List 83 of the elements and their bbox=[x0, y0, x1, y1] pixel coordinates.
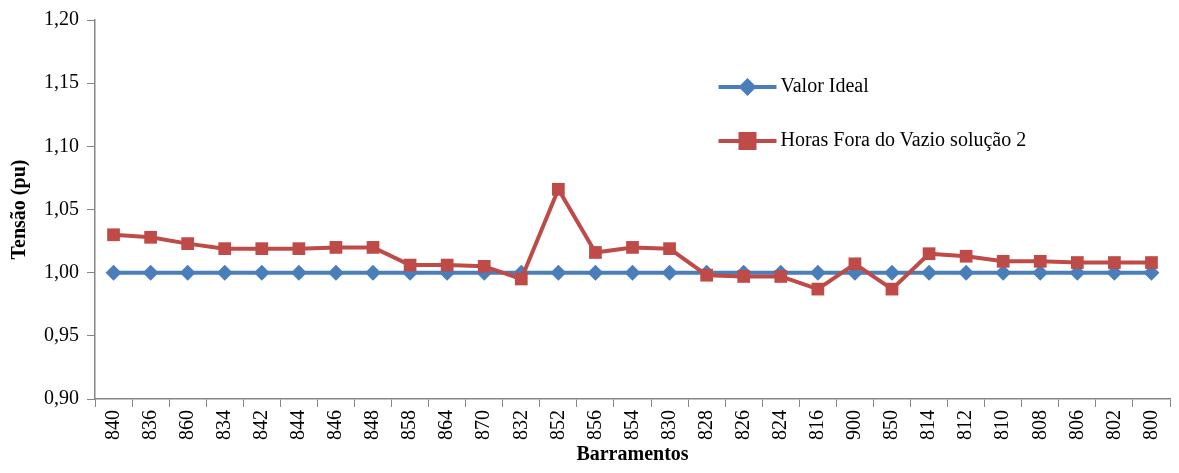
point bbox=[883, 264, 900, 281]
x-tick-label: 860 bbox=[174, 410, 197, 440]
point bbox=[290, 264, 307, 281]
point bbox=[329, 241, 343, 254]
point bbox=[848, 257, 862, 271]
x-tick-label: 870 bbox=[471, 410, 494, 440]
point bbox=[774, 270, 788, 283]
x-tick-label: 802 bbox=[1101, 410, 1124, 440]
x-tick-label: 850 bbox=[879, 410, 902, 440]
x-tick-label: 844 bbox=[286, 410, 309, 440]
point bbox=[550, 264, 567, 281]
point bbox=[1145, 256, 1158, 269]
point bbox=[107, 228, 120, 242]
point bbox=[737, 270, 751, 283]
y-tick-label: 1,05 bbox=[44, 196, 79, 219]
point bbox=[253, 264, 270, 281]
y-tick-label: 0,95 bbox=[44, 323, 79, 346]
x-tick-label: 848 bbox=[360, 410, 383, 440]
x-tick-label: 864 bbox=[434, 410, 457, 440]
x-tick-label: 810 bbox=[990, 410, 1013, 440]
y-tick-label: 1,20 bbox=[44, 7, 79, 30]
x-tick-label: 830 bbox=[656, 410, 679, 440]
x-tick-label: 808 bbox=[1027, 410, 1050, 440]
point bbox=[144, 230, 157, 244]
point bbox=[292, 242, 306, 256]
x-tick-label: 834 bbox=[211, 410, 234, 440]
x-tick-label: 816 bbox=[805, 410, 828, 440]
point bbox=[1033, 254, 1047, 268]
x-tick-label: 846 bbox=[323, 410, 346, 440]
point bbox=[105, 264, 122, 281]
x-tick-label: 852 bbox=[545, 410, 568, 440]
point bbox=[811, 282, 825, 296]
x-axis-title: Barramentos bbox=[576, 442, 689, 465]
point bbox=[366, 241, 380, 254]
point bbox=[477, 259, 491, 273]
x-tick-label: 836 bbox=[137, 410, 160, 440]
legend-label: Horas Fora do Vazio solução 2 bbox=[780, 128, 1027, 152]
point bbox=[514, 272, 528, 286]
x-tick-label: 900 bbox=[842, 410, 865, 440]
x-tick-label: 806 bbox=[1064, 410, 1087, 440]
point bbox=[589, 246, 602, 259]
x-tick-label: 826 bbox=[730, 410, 753, 440]
point bbox=[624, 264, 641, 281]
y-tick-label: 1,00 bbox=[44, 259, 79, 282]
point bbox=[626, 241, 639, 254]
y-axis-title: Tensão (pu) bbox=[7, 159, 31, 260]
point bbox=[440, 258, 454, 272]
x-tick-label: 828 bbox=[693, 410, 716, 440]
point bbox=[587, 264, 604, 281]
y-tick-label: 1,10 bbox=[44, 133, 79, 156]
point bbox=[958, 264, 975, 281]
point bbox=[216, 264, 233, 281]
y-tick-label: 0,90 bbox=[44, 386, 79, 409]
x-tick-label: 824 bbox=[768, 410, 791, 440]
legend-label: Valor Ideal bbox=[780, 74, 870, 97]
y-tick-label: 1,15 bbox=[44, 70, 79, 93]
x-tick-label: 814 bbox=[916, 410, 939, 440]
x-tick-label: 858 bbox=[397, 410, 420, 440]
point bbox=[663, 242, 676, 256]
point bbox=[327, 264, 344, 281]
x-tick-label: 854 bbox=[619, 410, 642, 440]
point bbox=[255, 242, 269, 256]
x-tick-label: 856 bbox=[582, 410, 605, 440]
point bbox=[181, 237, 195, 250]
x-tick-label: 840 bbox=[100, 410, 123, 440]
point bbox=[365, 264, 382, 281]
point bbox=[218, 242, 232, 256]
point bbox=[809, 264, 826, 281]
point bbox=[179, 264, 196, 281]
x-tick-label: 812 bbox=[953, 410, 976, 440]
point bbox=[1070, 256, 1084, 269]
x-tick-label: 832 bbox=[508, 410, 531, 440]
x-tick-label: 842 bbox=[249, 410, 272, 440]
point bbox=[959, 249, 973, 263]
point bbox=[996, 254, 1010, 268]
x-tick-label: 800 bbox=[1138, 410, 1161, 440]
point bbox=[1108, 256, 1121, 269]
point bbox=[700, 268, 713, 282]
point bbox=[552, 182, 565, 196]
point bbox=[921, 264, 938, 281]
point bbox=[922, 247, 936, 261]
point bbox=[661, 264, 678, 281]
point bbox=[142, 264, 159, 281]
